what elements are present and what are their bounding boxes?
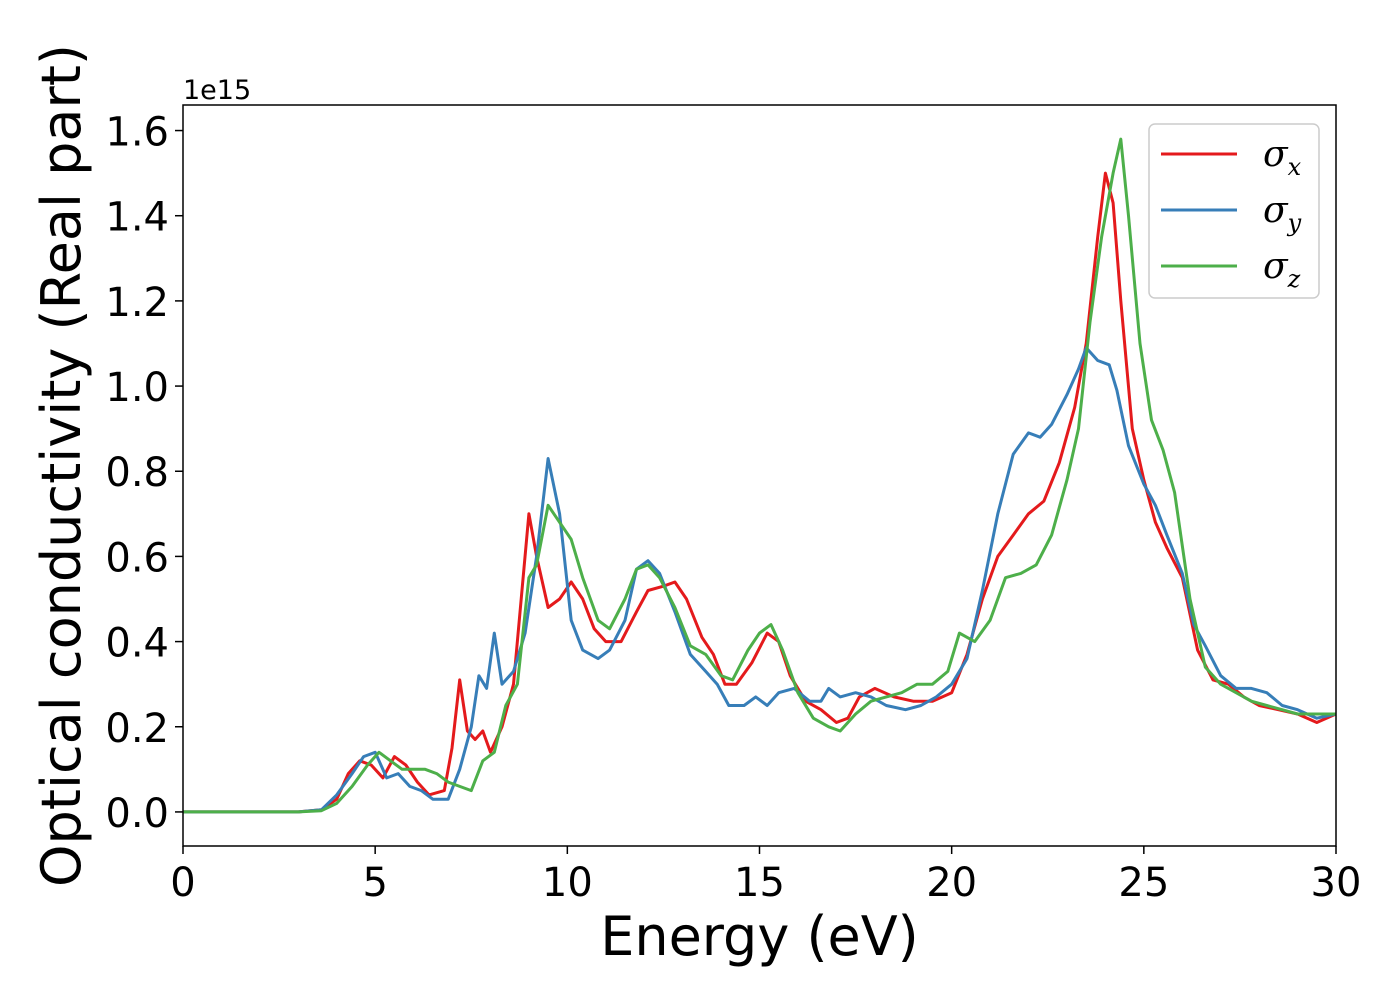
legend-label-x: σx [1263, 134, 1302, 181]
legend-symbol: σ [1263, 134, 1289, 175]
legend-label-z: σz [1263, 246, 1301, 293]
x-tick-label: 25 [1118, 860, 1169, 906]
y-tick-label: 0.6 [105, 535, 169, 581]
x-axis-ticks: 0 5 10 15 20 25 30 [170, 846, 1361, 906]
y-axis-label: Optical conductivity (Real part) [30, 44, 93, 887]
x-tick-label: 10 [542, 860, 593, 906]
y-tick-label: 0.0 [105, 791, 169, 837]
legend-label-y: σy [1263, 190, 1302, 237]
y-tick-label: 0.2 [105, 706, 169, 752]
y-tick-label: 1.0 [105, 365, 169, 411]
x-tick-label: 0 [170, 860, 195, 906]
series-line-z [183, 137, 1336, 814]
x-tick-label: 20 [926, 860, 977, 906]
legend-symbol: σ [1263, 246, 1289, 287]
x-tick-label: 15 [734, 860, 785, 906]
y-tick-label: 0.8 [105, 450, 169, 496]
legend-subscript: y [1287, 209, 1302, 237]
y-tick-label: 1.6 [105, 110, 169, 156]
series-line-y [183, 346, 1336, 814]
series-layer [183, 137, 1336, 814]
x-axis-label: Energy (eV) [600, 905, 919, 968]
x-tick-label: 30 [1311, 860, 1362, 906]
y-tick-label: 1.2 [105, 280, 169, 326]
series-line-x [183, 171, 1336, 814]
y-tick-label: 1.4 [105, 195, 169, 241]
legend-subscript: x [1288, 153, 1302, 181]
y-axis-ticks: 0.0 0.2 0.4 0.6 0.8 1.0 1.2 1.4 1.6 [105, 110, 183, 837]
legend-symbol: σ [1263, 190, 1289, 231]
legend-subscript: z [1287, 265, 1301, 293]
x-tick-label: 5 [362, 860, 387, 906]
y-axis-offset-label: 1e15 [183, 75, 251, 106]
y-tick-label: 0.4 [105, 621, 169, 667]
